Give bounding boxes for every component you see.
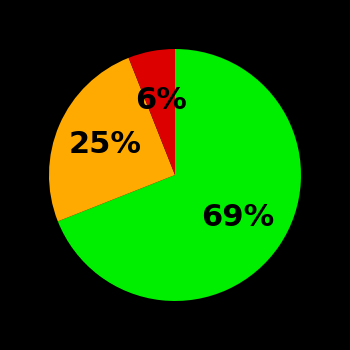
Wedge shape <box>58 49 301 301</box>
Text: 6%: 6% <box>135 86 187 115</box>
Text: 25%: 25% <box>69 131 142 160</box>
Text: 69%: 69% <box>201 203 274 232</box>
Wedge shape <box>128 49 175 175</box>
Wedge shape <box>49 58 175 222</box>
